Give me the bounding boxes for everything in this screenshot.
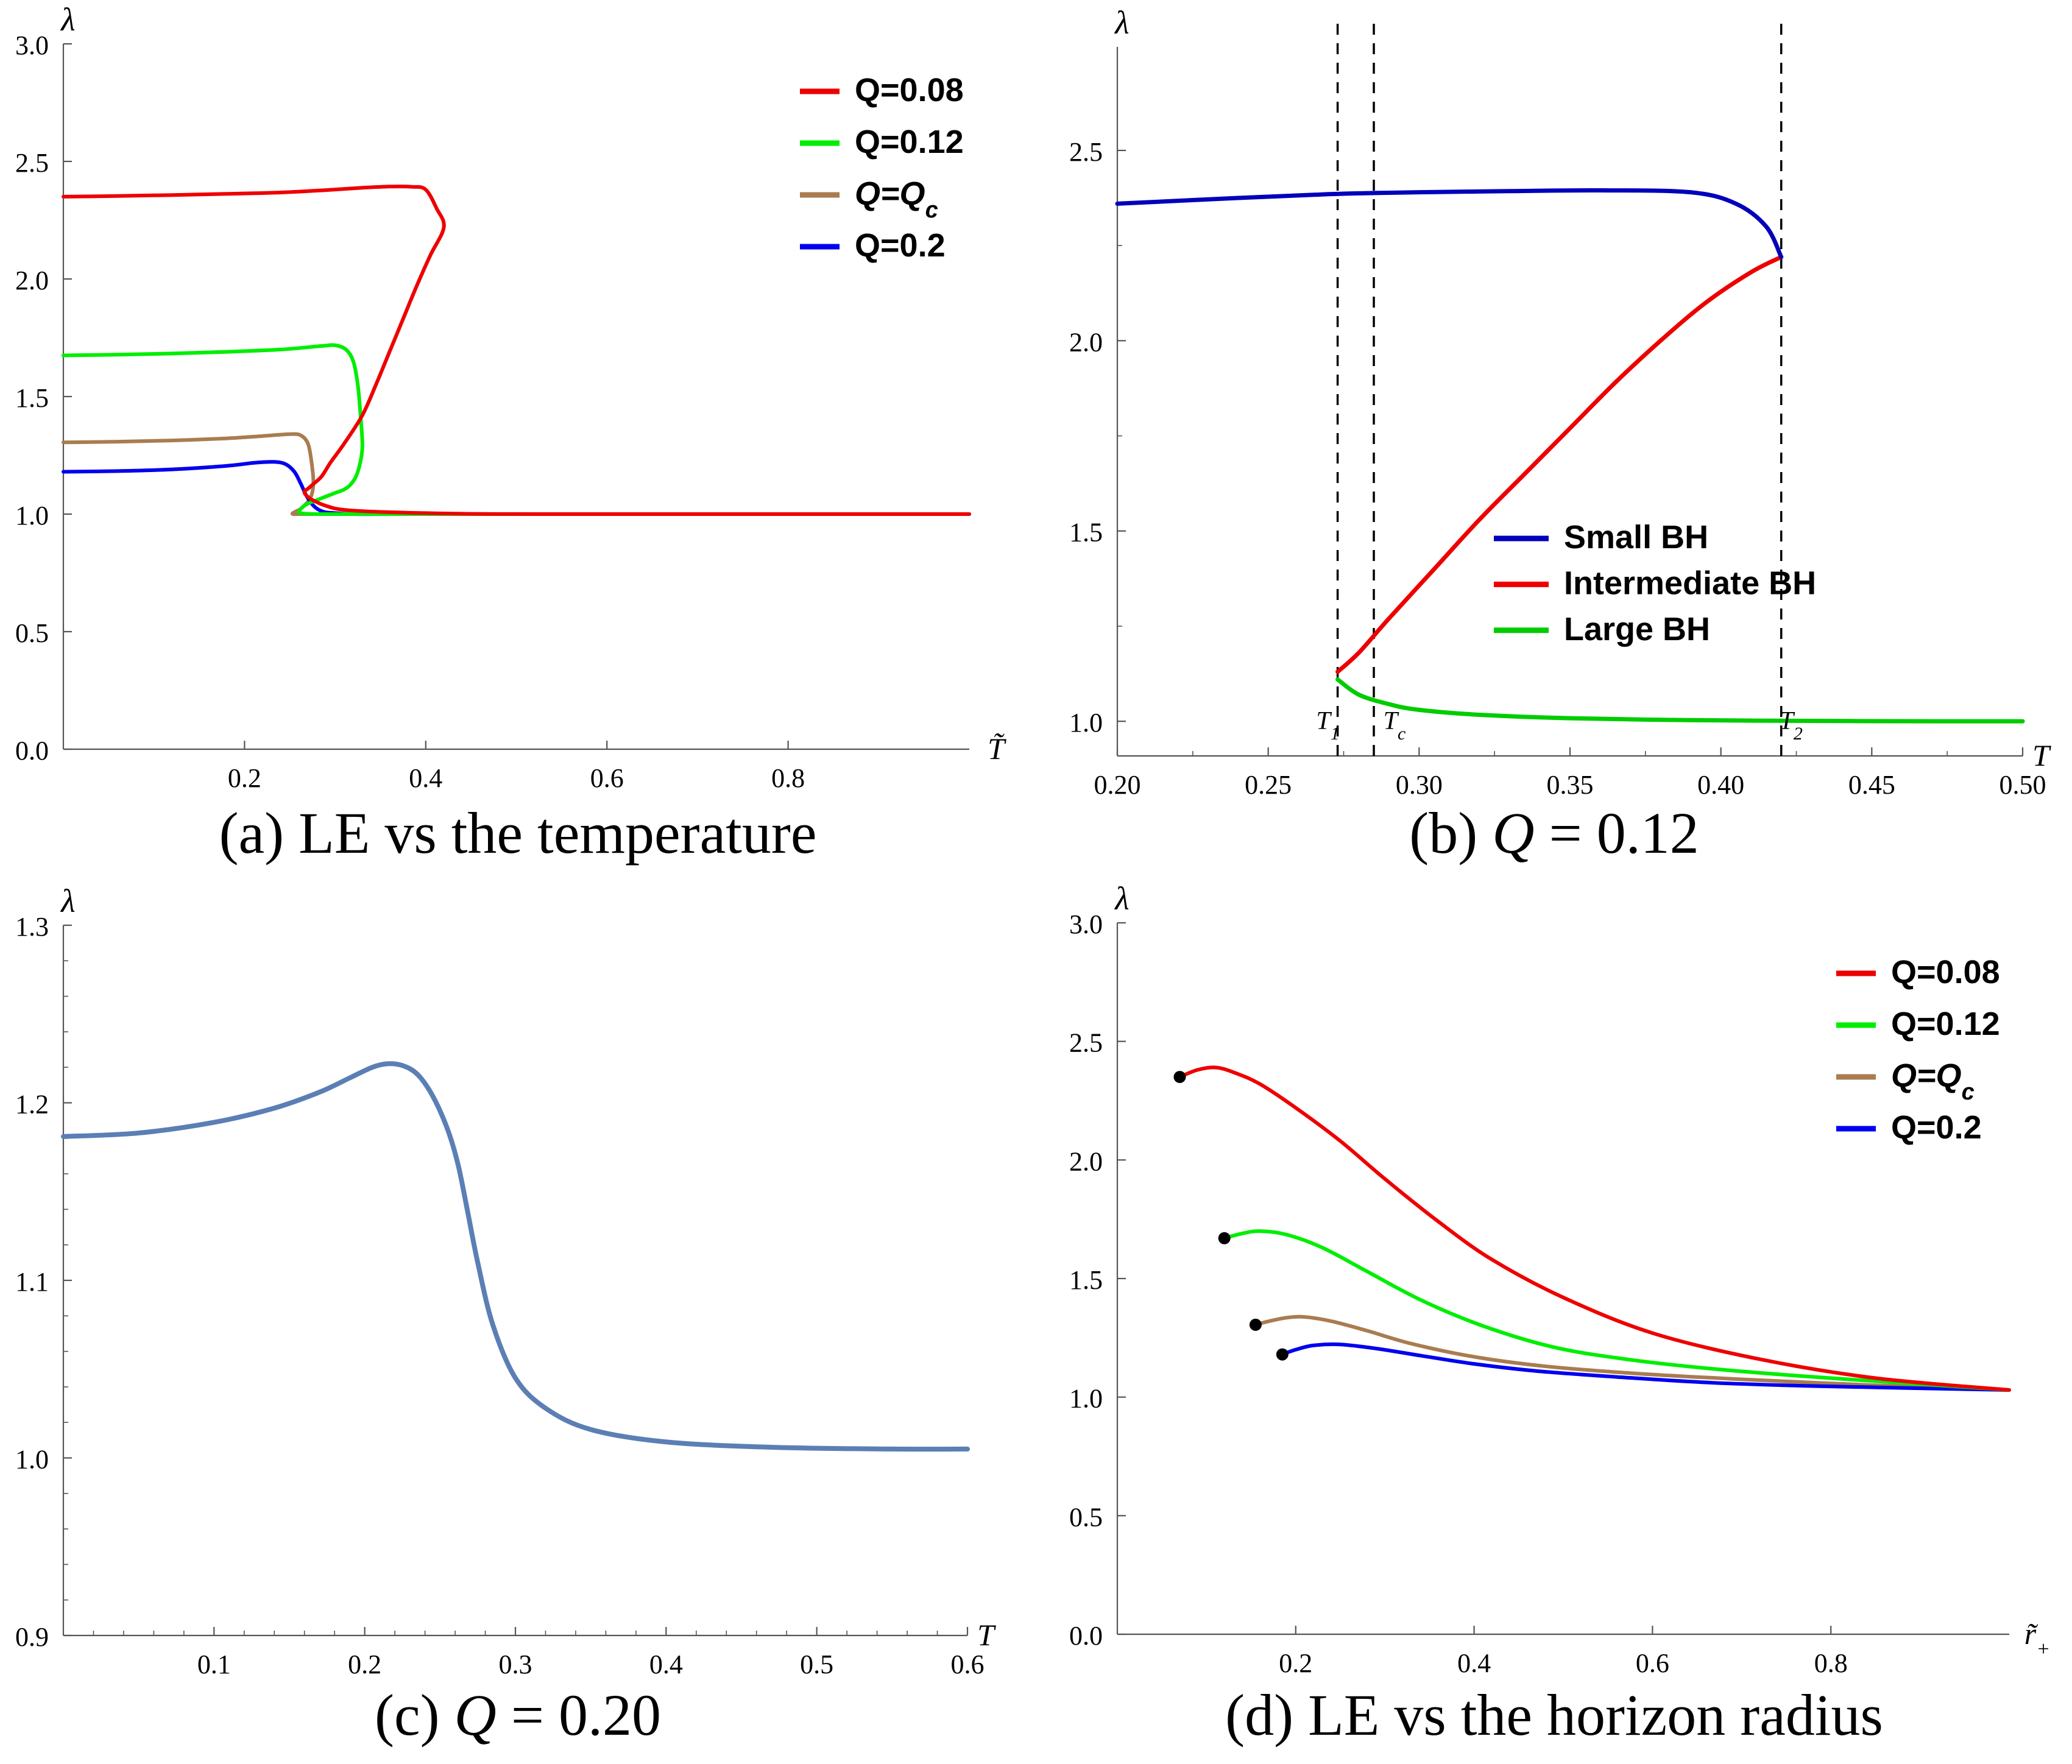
svg-text:0.4: 0.4	[409, 763, 442, 793]
svg-text:Q=Qc: Q=Qc	[1891, 1057, 1975, 1105]
svg-text:Q=0.12: Q=0.12	[855, 124, 964, 160]
svg-text:0.40: 0.40	[1697, 770, 1744, 800]
svg-text:0.8: 0.8	[771, 763, 805, 793]
svg-text:2.0: 2.0	[1069, 327, 1103, 357]
svg-text:2.0: 2.0	[15, 266, 49, 295]
svg-text:Q=0.12: Q=0.12	[1891, 1006, 2000, 1042]
svg-text:0.6: 0.6	[590, 763, 624, 793]
svg-text:1.3: 1.3	[15, 912, 49, 942]
svg-text:2.0: 2.0	[1069, 1146, 1103, 1176]
svg-text:0.0: 0.0	[15, 736, 49, 766]
svg-text:0.0: 0.0	[1069, 1621, 1103, 1651]
svg-text:2.5: 2.5	[15, 148, 49, 178]
svg-text:0.5: 0.5	[15, 618, 49, 648]
svg-text:(c) Q = 0.20: (c) Q = 0.20	[375, 1682, 661, 1748]
svg-text:0.1: 0.1	[197, 1649, 231, 1679]
svg-text:1.0: 1.0	[15, 1445, 49, 1475]
svg-text:0.2: 0.2	[348, 1649, 381, 1679]
svg-text:0.2: 0.2	[228, 763, 261, 793]
svg-text:0.9: 0.9	[15, 1622, 49, 1652]
svg-text:0.2: 0.2	[1279, 1648, 1312, 1678]
svg-text:1.5: 1.5	[15, 383, 49, 413]
svg-text:0.3: 0.3	[499, 1649, 532, 1679]
svg-text:3.0: 3.0	[1069, 909, 1103, 939]
svg-text:Q=0.08: Q=0.08	[855, 72, 964, 108]
svg-text:Large BH: Large BH	[1564, 611, 1710, 647]
svg-text:T: T	[977, 1618, 996, 1652]
svg-text:T2: T2	[1780, 707, 1803, 744]
svg-text:0.35: 0.35	[1547, 770, 1594, 800]
svg-text:0.4: 0.4	[649, 1649, 683, 1679]
svg-text:Q=0.2: Q=0.2	[855, 227, 946, 264]
svg-text:1.5: 1.5	[1069, 1265, 1103, 1295]
svg-text:0.4: 0.4	[1457, 1648, 1491, 1678]
svg-text:1.0: 1.0	[1069, 1384, 1103, 1414]
svg-text:λ: λ	[1114, 4, 1129, 41]
svg-text:0.8: 0.8	[1814, 1648, 1848, 1678]
svg-text:T: T	[2032, 738, 2051, 772]
svg-text:1.0: 1.0	[15, 501, 49, 531]
svg-text:0.6: 0.6	[1636, 1648, 1669, 1678]
svg-text:1.0: 1.0	[1069, 708, 1103, 738]
svg-text:0.45: 0.45	[1848, 770, 1895, 800]
svg-text:λ: λ	[1114, 882, 1129, 917]
svg-text:1.1: 1.1	[15, 1267, 49, 1297]
svg-text:0.25: 0.25	[1245, 770, 1292, 800]
svg-text:0.50: 0.50	[2000, 770, 2046, 800]
svg-text:r̃+: r̃+	[2024, 1617, 2050, 1660]
svg-text:T1: T1	[1316, 707, 1339, 744]
svg-text:(b) Q = 0.12: (b) Q = 0.12	[1409, 800, 1699, 866]
svg-text:0.6: 0.6	[951, 1649, 985, 1679]
svg-text:Tc: Tc	[1384, 707, 1406, 744]
svg-text:Small BH: Small BH	[1564, 519, 1708, 556]
svg-text:0.30: 0.30	[1396, 770, 1443, 800]
svg-text:3.0: 3.0	[15, 30, 49, 60]
svg-text:Q=0.08: Q=0.08	[1891, 954, 2000, 990]
svg-text:2.5: 2.5	[1069, 1028, 1103, 1058]
svg-text:λ: λ	[60, 1, 75, 38]
svg-text:Q=Qc: Q=Qc	[855, 175, 938, 223]
svg-text:2.5: 2.5	[1069, 137, 1103, 167]
svg-text:0.5: 0.5	[800, 1649, 833, 1679]
svg-text:0.5: 0.5	[1069, 1502, 1103, 1532]
svg-text:(d) LE vs the horizon radius: (d) LE vs the horizon radius	[1225, 1682, 1883, 1748]
svg-text:(a) LE vs the temperature: (a) LE vs the temperature	[219, 800, 817, 866]
svg-text:Intermediate BH: Intermediate BH	[1564, 565, 1816, 601]
svg-text:T̃: T̃	[988, 732, 1006, 766]
svg-text:λ: λ	[60, 883, 75, 919]
svg-text:1.5: 1.5	[1069, 518, 1103, 548]
svg-text:0.20: 0.20	[1094, 770, 1141, 800]
svg-text:Q=0.2: Q=0.2	[1891, 1109, 1982, 1146]
svg-text:1.2: 1.2	[15, 1090, 49, 1120]
